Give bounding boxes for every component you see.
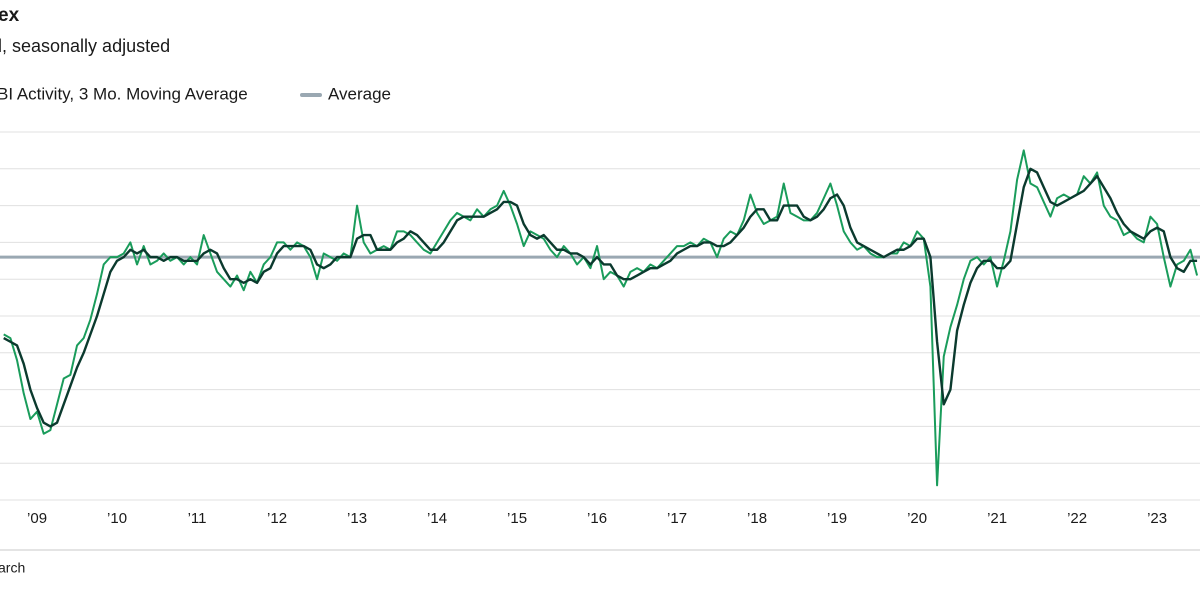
chart-title: ex xyxy=(0,5,20,26)
x-tick-label: ’15 xyxy=(507,510,527,527)
legend-label: BI Activity, 3 Mo. Moving Average xyxy=(0,84,248,103)
x-tick-label: ’18 xyxy=(747,510,767,527)
x-tick-label: ’22 xyxy=(1067,510,1087,527)
x-tick-label: ’14 xyxy=(427,510,447,527)
x-tick-label: ’10 xyxy=(107,510,127,527)
x-tick-label: ’23 xyxy=(1147,510,1167,527)
series-line xyxy=(3,149,1199,487)
x-tick-label: ’17 xyxy=(667,510,687,527)
x-tick-label: ’13 xyxy=(347,510,367,527)
x-tick-label: ’11 xyxy=(188,510,207,527)
x-tick-label: ’16 xyxy=(587,510,607,527)
source-note: arch xyxy=(0,560,25,576)
x-tick-label: ’20 xyxy=(907,510,927,527)
x-tick-label: ’09 xyxy=(27,510,47,527)
x-tick-label: ’19 xyxy=(827,510,847,527)
chart-subtitle: l, seasonally adjusted xyxy=(0,36,170,56)
x-tick-label: ’12 xyxy=(267,510,287,527)
x-tick-label: ’21 xyxy=(987,510,1007,527)
legend-label: Average xyxy=(328,84,391,103)
series-line xyxy=(3,167,1198,428)
